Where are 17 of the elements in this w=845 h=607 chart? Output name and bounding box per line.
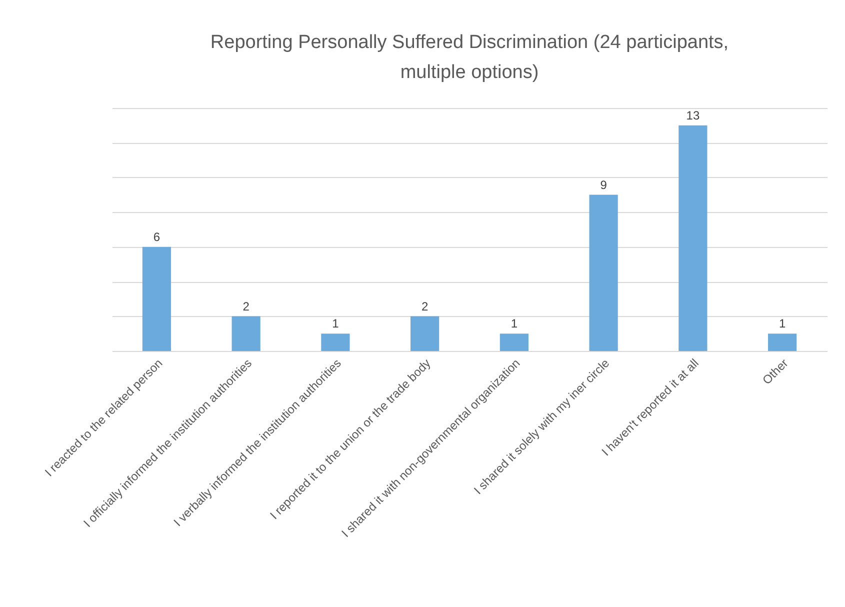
bar [321, 334, 350, 351]
data-label: 1 [332, 316, 340, 331]
data-label: 13 [686, 108, 700, 122]
bar [142, 246, 171, 351]
data-label: 1 [778, 316, 786, 331]
data-label: 1 [510, 316, 518, 331]
bar [768, 334, 797, 351]
data-label: 2 [421, 299, 428, 314]
bar [410, 316, 440, 351]
bar [589, 194, 618, 351]
data-label: 2 [242, 299, 250, 314]
chart-title: Reporting Personally Suffered Discrimination (24 participants, multiple options) [210, 32, 729, 83]
bar [678, 125, 708, 351]
bar [500, 334, 528, 351]
data-label: 9 [600, 178, 608, 192]
bar [232, 316, 260, 351]
data-label: 6 [153, 230, 160, 244]
